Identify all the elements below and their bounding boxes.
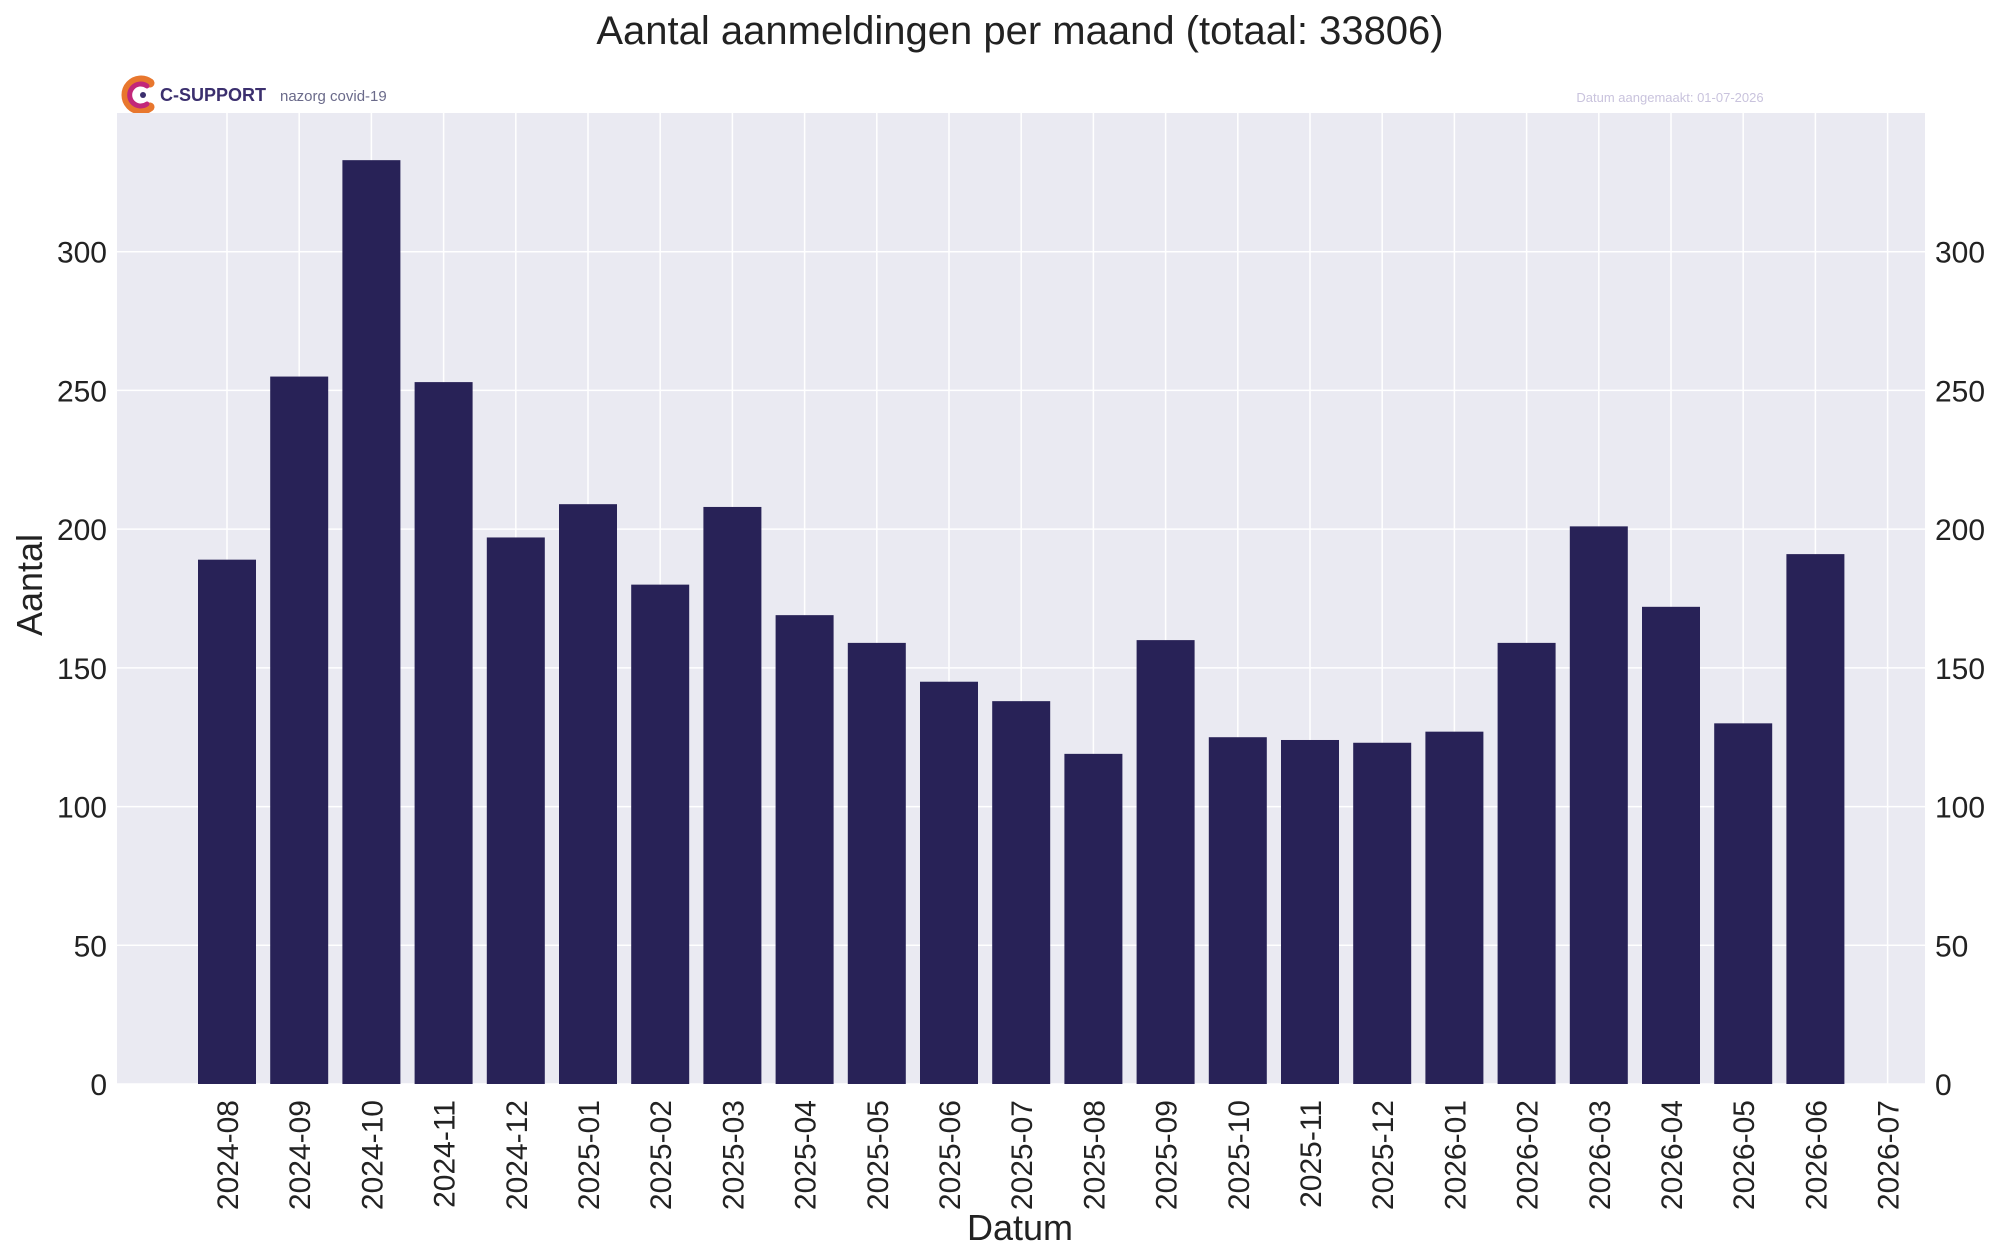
x-tick-2025-02: 2025-02 [645,1100,678,1210]
x-tick-2025-11: 2025-11 [1295,1100,1328,1208]
logo-subtitle: nazorg covid-19 [280,88,387,105]
x-tick-2026-05: 2026-05 [1728,1100,1761,1210]
bars [198,160,1845,1085]
y-axis-right: 0 50 100 150 200 250 300 [1935,237,1985,1102]
bar-2024-09 [270,376,329,1084]
x-tick-2025-03: 2025-03 [717,1100,750,1210]
x-tick-2025-07: 2025-07 [1006,1100,1039,1210]
bar-2025-09 [1136,640,1195,1084]
bar-2025-12 [1353,742,1412,1084]
y-tick-right-100: 100 [1935,792,1985,825]
y-tick-right-300: 300 [1935,237,1985,270]
x-tick-2025-05: 2025-05 [862,1100,895,1210]
bar-2024-08 [198,559,256,1084]
x-axis-label: Datum [967,1207,1073,1244]
x-tick-2026-01: 2026-01 [1439,1100,1472,1210]
bar-2026-01 [1425,731,1484,1084]
bar-2025-08 [1064,753,1123,1084]
x-tick-2026-02: 2026-02 [1512,1100,1545,1210]
x-tick-2024-09: 2024-09 [284,1100,317,1210]
y-tick-right-250: 250 [1935,375,1985,408]
bar-2026-06 [1786,554,1845,1084]
x-tick-2026-04: 2026-04 [1656,1100,1689,1210]
bar-2025-11 [1281,739,1339,1084]
y-tick-left-0: 0 [90,1069,107,1102]
bar-2025-07 [992,701,1051,1084]
bar-2024-11 [414,382,473,1084]
bar-2025-06 [920,681,978,1084]
x-tick-2024-11: 2024-11 [429,1100,462,1208]
y-tick-left-100: 100 [57,792,107,825]
y-tick-right-200: 200 [1935,514,1985,547]
bar-2025-05 [847,642,906,1084]
x-tick-2024-12: 2024-12 [501,1100,534,1210]
y-tick-right-50: 50 [1935,930,1968,963]
y-tick-left-250: 250 [57,375,107,408]
bar-2026-02 [1497,642,1556,1084]
brand-logo: C-SUPPORT nazorg covid-19 [121,75,387,115]
x-tick-2025-06: 2025-06 [934,1100,967,1210]
x-tick-2025-10: 2025-10 [1223,1100,1256,1210]
y-axis-left: 0 50 100 150 200 250 300 [57,237,107,1102]
bar-2026-04 [1642,606,1700,1084]
bar-2024-12 [486,537,545,1084]
bar-2025-02 [631,584,690,1084]
y-axis-label: Aantal [9,534,50,636]
y-tick-right-150: 150 [1935,653,1985,686]
bar-2026-05 [1714,723,1773,1084]
x-tick-2024-10: 2024-10 [356,1100,389,1210]
y-tick-right-0: 0 [1935,1069,1952,1102]
x-tick-2024-08: 2024-08 [212,1100,245,1210]
x-tick-2025-08: 2025-08 [1078,1100,1111,1210]
bar-2025-01 [559,504,617,1084]
created-date: Datum aangemaakt: 01-07-2026 [1576,90,1763,105]
y-tick-left-150: 150 [57,653,107,686]
y-tick-left-300: 300 [57,237,107,270]
x-tick-2025-04: 2025-04 [790,1100,823,1210]
bar-2025-04 [775,615,834,1084]
x-tick-2025-01: 2025-01 [573,1100,606,1210]
bar-2024-10 [342,160,401,1085]
x-tick-2026-07: 2026-07 [1873,1100,1906,1210]
chart-title: Aantal aanmeldingen per maand (totaal: 3… [596,9,1443,53]
x-tick-2025-12: 2025-12 [1367,1100,1400,1210]
x-tick-2026-03: 2026-03 [1584,1100,1617,1210]
y-tick-left-50: 50 [74,930,107,963]
bar-2026-03 [1569,526,1628,1084]
x-tick-2025-09: 2025-09 [1151,1100,1184,1210]
x-axis: 2024-08 2024-09 2024-10 2024-11 2024-12 2025-… [212,1100,1906,1210]
y-tick-left-200: 200 [57,514,107,547]
logo-brand: C-SUPPORT [160,85,266,105]
x-tick-2026-06: 2026-06 [1800,1100,1833,1210]
bar-2025-10 [1208,737,1267,1084]
bar-2025-03 [703,506,762,1084]
c-support-logo-icon [121,75,155,115]
